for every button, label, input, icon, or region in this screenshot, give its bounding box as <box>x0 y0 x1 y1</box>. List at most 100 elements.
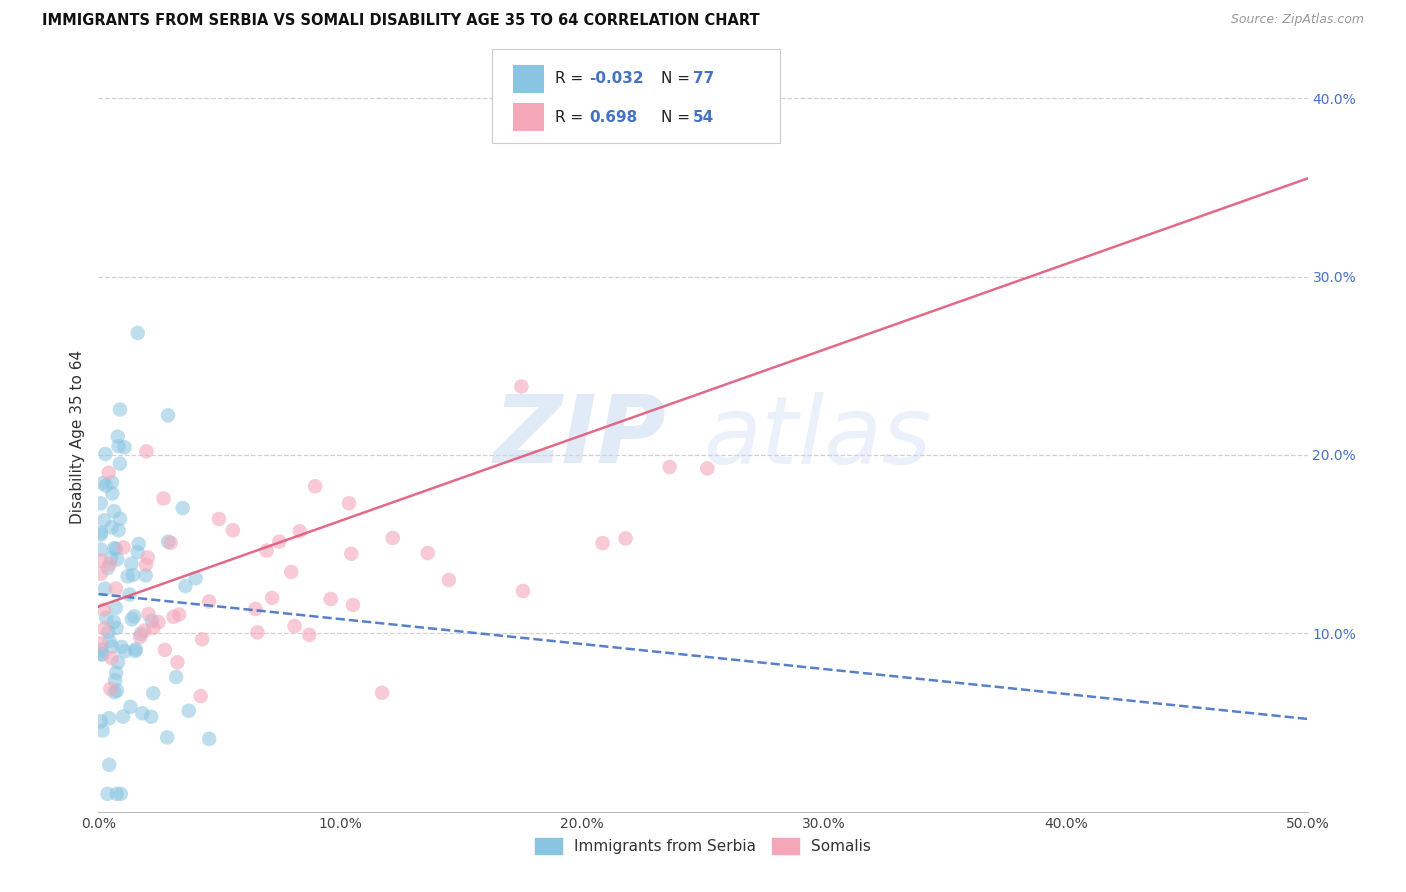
Point <box>172 501 194 516</box>
Point <box>108 402 131 417</box>
Point <box>262 591 284 605</box>
Point <box>103 541 125 556</box>
Point <box>90 527 112 541</box>
Point <box>342 598 364 612</box>
Point <box>174 579 197 593</box>
Point <box>592 536 614 550</box>
Point <box>101 475 124 490</box>
Point <box>94 447 117 461</box>
Point <box>157 534 180 549</box>
Point <box>90 525 112 540</box>
Point <box>125 642 148 657</box>
Point <box>90 566 112 581</box>
Point <box>100 651 122 665</box>
Point <box>246 625 269 640</box>
Point <box>90 636 112 650</box>
Point <box>105 552 128 566</box>
Point <box>97 624 120 639</box>
Point <box>90 714 112 729</box>
Point <box>614 532 637 546</box>
Text: ZIP: ZIP <box>494 391 666 483</box>
Point <box>105 683 128 698</box>
Point <box>100 520 122 534</box>
Point <box>97 466 120 480</box>
Point <box>319 592 342 607</box>
Point <box>96 787 118 801</box>
Point <box>416 546 439 560</box>
Point <box>184 571 207 585</box>
Point <box>108 457 131 471</box>
Point <box>105 665 128 680</box>
Point <box>129 627 152 641</box>
Point <box>280 565 302 579</box>
Point <box>437 573 460 587</box>
Point <box>129 630 152 644</box>
Point <box>120 699 142 714</box>
Point <box>91 648 114 662</box>
Text: 0.698: 0.698 <box>589 110 637 125</box>
Point <box>97 561 120 575</box>
Point <box>94 478 117 492</box>
Point <box>105 582 128 596</box>
Point <box>107 523 129 537</box>
Point <box>142 621 165 635</box>
Point <box>107 655 129 669</box>
Point <box>298 628 321 642</box>
Point <box>114 644 136 658</box>
Point <box>110 787 132 801</box>
Point <box>91 723 114 738</box>
Point <box>121 612 143 626</box>
Point <box>93 602 115 616</box>
Point <box>90 496 112 510</box>
Point <box>159 536 181 550</box>
Point <box>107 429 129 443</box>
Point <box>190 689 212 703</box>
Point <box>157 409 180 423</box>
Point <box>165 670 187 684</box>
Point <box>138 607 160 621</box>
Point <box>93 622 115 636</box>
Point <box>148 615 170 629</box>
Point <box>105 787 128 801</box>
Point <box>141 614 163 628</box>
Point <box>135 444 157 458</box>
Legend: Immigrants from Serbia, Somalis: Immigrants from Serbia, Somalis <box>529 832 877 860</box>
Point <box>122 568 145 582</box>
Point <box>108 511 131 525</box>
Point <box>371 686 394 700</box>
Point <box>104 541 127 556</box>
Point <box>510 379 533 393</box>
Point <box>381 531 404 545</box>
Text: Source: ZipAtlas.com: Source: ZipAtlas.com <box>1230 13 1364 27</box>
Point <box>101 486 124 500</box>
Point <box>93 513 115 527</box>
Point <box>100 551 122 566</box>
Point <box>198 594 221 608</box>
Point <box>658 459 681 474</box>
Point <box>208 512 231 526</box>
Point <box>141 710 163 724</box>
Point <box>191 632 214 647</box>
Point <box>103 504 125 518</box>
Point <box>103 685 125 699</box>
Point <box>101 640 124 654</box>
Point <box>198 731 221 746</box>
Point <box>162 609 184 624</box>
Text: N =: N = <box>661 110 695 125</box>
Point <box>96 611 118 625</box>
Point <box>120 557 142 571</box>
Point <box>288 524 311 539</box>
Text: IMMIGRANTS FROM SERBIA VS SOMALI DISABILITY AGE 35 TO 64 CORRELATION CHART: IMMIGRANTS FROM SERBIA VS SOMALI DISABIL… <box>42 13 759 29</box>
Point <box>340 547 363 561</box>
Y-axis label: Disability Age 35 to 64: Disability Age 35 to 64 <box>70 350 86 524</box>
Point <box>153 643 176 657</box>
Point <box>142 686 165 700</box>
Point <box>91 476 114 491</box>
Point <box>90 642 112 657</box>
Point <box>98 711 121 725</box>
Point <box>131 706 153 721</box>
Point <box>156 731 179 745</box>
Point <box>98 757 121 772</box>
Point <box>304 479 326 493</box>
Point <box>103 615 125 629</box>
